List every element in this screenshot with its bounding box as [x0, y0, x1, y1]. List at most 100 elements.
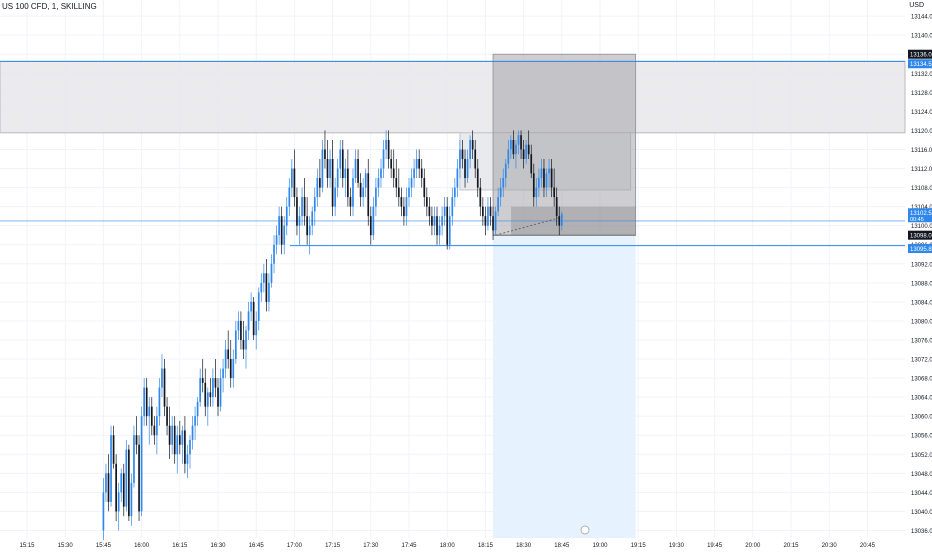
candle-body — [240, 320, 242, 340]
x-tick-label: 18:30 — [516, 543, 532, 549]
candle-body — [316, 178, 319, 198]
x-tick-label: 20:00 — [745, 543, 761, 549]
candle-body — [115, 463, 117, 512]
candle-body — [130, 482, 133, 517]
candle-body — [237, 320, 240, 331]
price-badge-3-countdown: 00:45 — [910, 217, 924, 223]
candle-body — [545, 173, 548, 188]
candle-body — [451, 197, 454, 217]
candle-body — [140, 416, 143, 512]
candle-body — [543, 168, 545, 188]
candle-body — [247, 311, 250, 331]
y-tick-label: 13040.0 — [911, 510, 932, 516]
candle-body — [390, 159, 393, 169]
x-tick-label: 20:45 — [860, 543, 876, 549]
y-tick-label: 13132.0 — [911, 72, 932, 78]
candle-body — [382, 149, 385, 169]
candle-body — [423, 178, 426, 198]
candle-body — [128, 449, 130, 517]
candles — [102, 130, 563, 540]
candle-body — [273, 244, 275, 264]
y-tick-label: 13080.0 — [911, 319, 932, 325]
candle-body — [464, 159, 466, 179]
candle-body — [410, 178, 413, 188]
candle-body — [262, 273, 265, 283]
candle-body — [479, 187, 482, 207]
y-tick-label: 13060.0 — [911, 415, 932, 421]
candle-body — [456, 168, 459, 188]
y-tick-label: 13128.0 — [911, 91, 932, 97]
candle-body — [255, 320, 258, 336]
x-tick-label: 16:30 — [210, 543, 226, 549]
price-badge-2-bg — [908, 59, 932, 69]
x-tick-label: 17:00 — [287, 543, 303, 549]
candle-body — [112, 435, 115, 464]
candle-body — [209, 392, 212, 398]
candle-body — [184, 430, 186, 464]
candle-body — [291, 168, 293, 188]
candle-body — [484, 216, 487, 226]
candle-body — [324, 149, 326, 159]
candle-body — [245, 330, 247, 350]
candle-body — [303, 197, 306, 217]
candle-body — [372, 206, 375, 236]
candle-body — [186, 454, 189, 464]
candle-body — [471, 139, 474, 150]
y-tick-label: 13036.0 — [911, 529, 932, 535]
candle-body — [548, 168, 550, 174]
candle-body — [469, 139, 471, 159]
candle-body — [385, 139, 387, 150]
candle-body — [311, 211, 314, 226]
x-tick-label: 19:00 — [592, 543, 608, 549]
candle-body — [145, 387, 148, 417]
y-tick-label: 13064.0 — [911, 396, 932, 402]
x-tick-label: 19:45 — [707, 543, 723, 549]
y-tick-label: 13140.0 — [911, 34, 932, 40]
price-badge-3: 13102.5 — [910, 211, 932, 217]
candle-body — [369, 216, 372, 236]
price-badge-1-bg — [908, 49, 932, 59]
candle-body — [520, 135, 522, 150]
take-profit-zone — [493, 235, 636, 538]
y-tick-label: 13084.0 — [911, 300, 932, 306]
candle-body — [133, 435, 135, 483]
candle-body — [178, 435, 181, 445]
y-tick-label: 13124.0 — [911, 110, 932, 116]
y-tick-label: 13068.0 — [911, 377, 932, 383]
x-tick-label: 18:15 — [478, 543, 494, 549]
candle-body — [522, 149, 525, 159]
candle-body — [158, 387, 161, 417]
candle-body — [143, 387, 145, 417]
candle-body — [347, 168, 349, 198]
candle-body — [540, 168, 543, 179]
resistance-zone — [0, 60, 906, 134]
candle-body — [150, 406, 153, 426]
candle-body — [222, 368, 224, 379]
candle-body — [489, 206, 492, 217]
candle-body — [166, 406, 168, 426]
candle-body — [517, 135, 520, 145]
x-tick-label: 18:45 — [554, 543, 570, 549]
candle-body — [206, 392, 209, 407]
candle-body — [466, 159, 469, 179]
candle-body — [257, 292, 260, 321]
candle-body — [102, 492, 105, 531]
candle-body — [428, 206, 431, 217]
candle-body — [176, 435, 179, 455]
candle-body — [196, 401, 199, 417]
y-tick-label: 13144.0 — [911, 15, 932, 21]
candle-body — [275, 235, 278, 245]
candle-body — [375, 187, 377, 207]
candle-body — [408, 187, 410, 198]
price-badge-1: 13136.0 — [910, 53, 932, 59]
candle-body — [163, 368, 166, 407]
candle-body — [367, 173, 370, 217]
candle-body — [234, 330, 237, 360]
y-tick-label: 13076.0 — [911, 338, 932, 344]
y-tick-label: 13112.0 — [911, 167, 932, 173]
candle-body — [331, 159, 334, 207]
price-badge-2: 13134.5 — [910, 62, 932, 68]
candle-body — [232, 359, 235, 379]
price-badge-3-bg — [908, 208, 932, 223]
